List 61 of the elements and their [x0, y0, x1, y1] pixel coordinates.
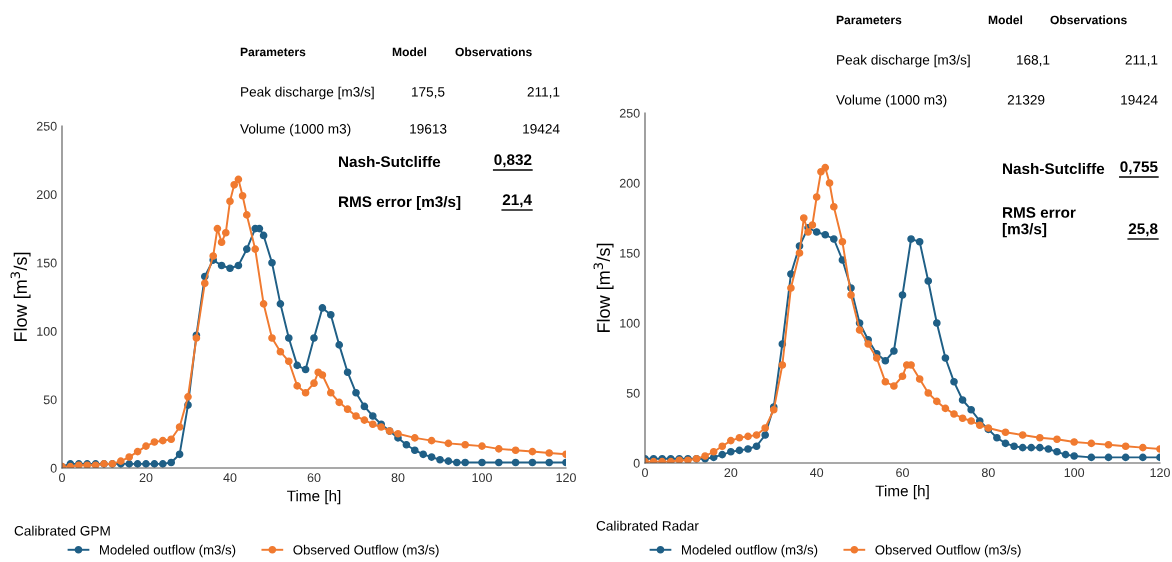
annotation: 19424	[523, 124, 560, 134]
y-axis-title: Flow [m$^{3}$/s]	[593, 243, 614, 333]
x-tick-label: 60	[896, 468, 909, 478]
annotation: Nash-Sutcliffe	[1003, 162, 1105, 175]
legend-label: Modeled outflow (m3/s)	[100, 544, 236, 558]
y-tick-label: 250	[619, 108, 640, 118]
annotation: Nash-Sutcliffe	[339, 155, 441, 168]
y-tick-label: 0	[633, 458, 640, 468]
x-tick-label: 20	[724, 468, 738, 478]
x-axis-title: Time [h]	[875, 485, 929, 500]
y-tick-label: 200	[36, 190, 57, 200]
x-tick-label: 120	[556, 473, 576, 483]
x-tick-label: 80	[391, 473, 405, 483]
text: 19424	[1121, 95, 1158, 105]
annotation: 0,755	[1120, 161, 1158, 175]
y-axis-title: Flow [m$^{3}$/s]	[10, 252, 31, 342]
y-tick-label: 250	[36, 121, 57, 131]
text: Model	[988, 15, 1023, 25]
text: Volume (1000 m3)	[836, 94, 947, 108]
x-tick-label: 40	[810, 468, 824, 478]
y-tick-label: 150	[37, 258, 57, 268]
x-tick-label: 0	[642, 468, 648, 478]
text: 168,1	[1016, 55, 1050, 67]
text: Observations	[1050, 15, 1127, 25]
x-tick-label: 20	[139, 473, 153, 483]
annotation: 19613	[410, 124, 447, 134]
x-tick-label: 40	[223, 473, 237, 483]
y-tick-label: 100	[37, 327, 57, 336]
text: Calibrated GPM	[14, 525, 110, 536]
x-tick-label: 60	[307, 473, 321, 483]
text: Peak discharge [m3/s]	[241, 86, 374, 100]
text: Calibrated Radar	[596, 520, 699, 531]
text: 175,5	[411, 87, 445, 99]
x-tick-label: 100	[1064, 468, 1085, 478]
annotation: 0,832	[494, 154, 532, 168]
text: Parameters	[836, 15, 902, 25]
x-tick-label: 80	[981, 468, 995, 478]
text: Model	[392, 47, 427, 57]
y-tick-label: 150	[620, 248, 640, 258]
text: Peak discharge [m3/s]	[837, 54, 970, 68]
text: 211,1	[527, 87, 560, 99]
annotation: 21,4	[502, 194, 532, 208]
legend-label: Modeled outflow (m3/s)	[682, 544, 818, 558]
text: 21329	[1007, 95, 1045, 105]
annotation: Volume (1000 m3)	[240, 123, 351, 137]
y-tick-label: 50	[43, 395, 57, 405]
text: 211,1	[1125, 55, 1158, 67]
y-tick-label: 100	[620, 318, 640, 328]
annotation: RMS error [m3/s]	[1002, 207, 1076, 238]
x-tick-label: 100	[472, 473, 492, 483]
text: Parameters	[240, 47, 306, 57]
x-axis-title: Time [h]	[287, 490, 341, 505]
legend-label: Observed Outflow (m3/s)	[875, 544, 1021, 558]
y-tick-label: 200	[619, 178, 640, 188]
text: Observations	[455, 47, 532, 57]
annotation: RMS error [m3/s]	[339, 195, 461, 211]
x-tick-label: 0	[59, 473, 65, 483]
annotation: 25,8	[1128, 223, 1158, 237]
x-tick-label: 120	[1150, 468, 1170, 478]
legend-label: Observed Outflow (m3/s)	[293, 544, 439, 558]
y-tick-label: 50	[626, 388, 640, 398]
